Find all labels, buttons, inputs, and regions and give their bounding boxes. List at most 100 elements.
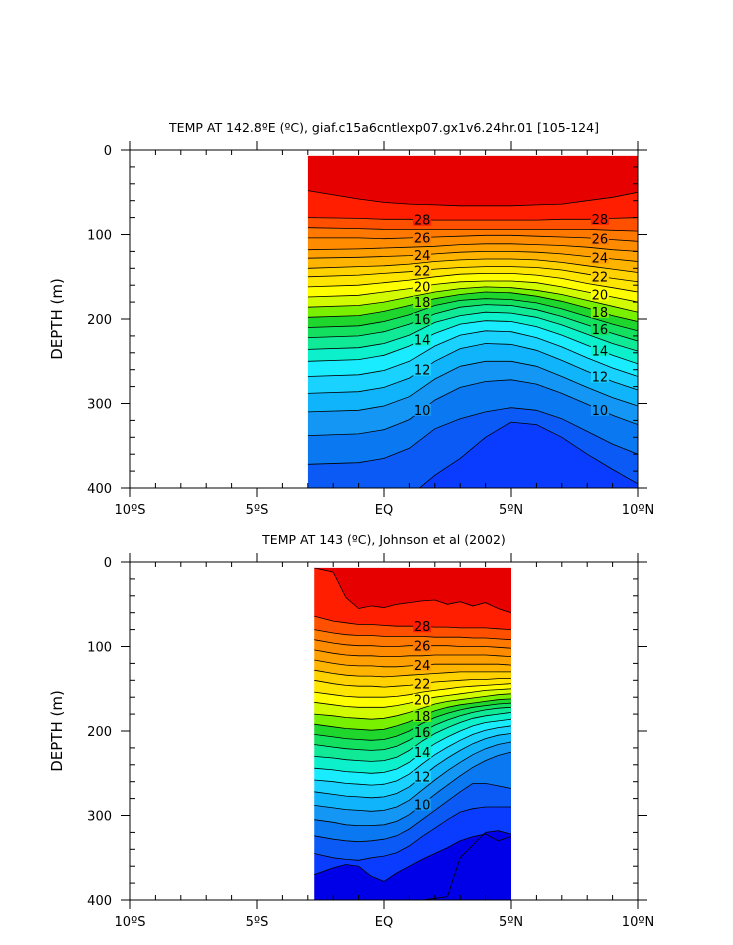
contour-label: 28 bbox=[592, 213, 609, 228]
temp-band-27 bbox=[307, 217, 638, 232]
temp-band-11 bbox=[314, 733, 511, 812]
contour-label-bg bbox=[413, 725, 432, 738]
isotherm-26 bbox=[307, 234, 638, 242]
temp-band-14 bbox=[314, 712, 511, 774]
isotherm-29 bbox=[314, 567, 511, 614]
ticks bbox=[121, 553, 647, 909]
temp-band-18 bbox=[314, 693, 511, 731]
isotherm-13 bbox=[307, 330, 638, 377]
contour-label-bg bbox=[590, 370, 609, 383]
y-axis-label: DEPTH (m) bbox=[48, 690, 66, 772]
isotherm-13 bbox=[314, 725, 511, 786]
contour-label-bg bbox=[590, 232, 609, 245]
contour-label: 14 bbox=[592, 344, 609, 359]
contour-label-bg bbox=[590, 288, 609, 301]
y-tick-label: 300 bbox=[87, 398, 112, 413]
isotherm-11 bbox=[307, 360, 638, 413]
isotherm-19 bbox=[307, 286, 638, 313]
contour-label: 28 bbox=[414, 214, 431, 229]
contour-field bbox=[314, 567, 511, 900]
x-tick-label: 5ºS bbox=[246, 503, 269, 518]
contour-label: 10 bbox=[414, 404, 431, 419]
temp-band-13 bbox=[314, 719, 511, 786]
contour-label: 26 bbox=[592, 233, 609, 248]
temp-band-19 bbox=[314, 688, 511, 720]
contour-label-bg bbox=[590, 403, 609, 416]
y-tick-label: 0 bbox=[104, 556, 112, 571]
x-tick-label: 5ºN bbox=[499, 503, 523, 518]
temp-band-26 bbox=[314, 629, 511, 649]
temp-band-22 bbox=[307, 259, 638, 282]
contour-label-bg bbox=[413, 231, 432, 244]
contour-label: 22 bbox=[592, 270, 609, 285]
temp-band-9 bbox=[314, 752, 511, 842]
temp-band-13 bbox=[307, 320, 638, 377]
contour-label-bg bbox=[413, 639, 432, 652]
contour-label-bg bbox=[413, 677, 432, 690]
isotherm-15 bbox=[307, 311, 638, 352]
temp-band-21 bbox=[314, 678, 511, 698]
isotherm-16 bbox=[307, 304, 638, 342]
temp-band-21 bbox=[307, 266, 638, 292]
y-tick-label: 200 bbox=[87, 725, 112, 740]
isotherm-27 bbox=[307, 227, 638, 232]
x-tick-label: EQ bbox=[375, 915, 393, 930]
contour-label-bg bbox=[590, 344, 609, 357]
temp-band-15 bbox=[307, 304, 638, 352]
temp-band-24 bbox=[314, 649, 511, 667]
temp-band-28 bbox=[314, 567, 511, 630]
isotherm-11 bbox=[314, 741, 511, 812]
isotherm-21 bbox=[314, 683, 511, 698]
temp-band-11 bbox=[307, 343, 638, 412]
isotherm-9 bbox=[314, 783, 511, 843]
x-tick-label: 5ºS bbox=[246, 915, 269, 930]
contour-label: 20 bbox=[414, 280, 431, 295]
contour-label: 20 bbox=[414, 694, 431, 709]
temp-band-10 bbox=[314, 742, 511, 826]
temp-band-17 bbox=[307, 292, 638, 331]
temp-band-10 bbox=[307, 361, 638, 436]
contour-label-bg bbox=[590, 212, 609, 225]
contour-label-bg bbox=[413, 770, 432, 783]
isotherm-27 bbox=[314, 629, 511, 641]
temp-band-28 bbox=[307, 190, 638, 221]
isotherm-22 bbox=[307, 266, 638, 283]
temp-band-5 bbox=[422, 830, 511, 900]
contour-label: 18 bbox=[592, 306, 609, 321]
y-tick-label: 100 bbox=[87, 641, 112, 656]
isotherm-8 bbox=[418, 421, 638, 488]
isotherm-20 bbox=[307, 280, 638, 303]
y-tick-label: 400 bbox=[87, 482, 112, 497]
isotherm-12 bbox=[307, 343, 638, 394]
temp-band-26 bbox=[307, 227, 638, 242]
isotherm-21 bbox=[307, 272, 638, 293]
contour-label-bg bbox=[413, 313, 432, 325]
contour-label-bg bbox=[590, 323, 609, 336]
contour-label: 12 bbox=[414, 364, 431, 379]
temp-band-18 bbox=[307, 286, 638, 322]
contour-label-bg bbox=[413, 248, 432, 261]
temp-band-24 bbox=[307, 243, 638, 262]
temp-band-20 bbox=[307, 273, 638, 303]
temp-band-27 bbox=[314, 616, 511, 640]
isotherm-23 bbox=[307, 258, 638, 273]
contour-label-bg bbox=[413, 693, 432, 706]
contour-label-bg bbox=[590, 305, 609, 318]
contour-label: 18 bbox=[414, 296, 431, 311]
temp-band-6 bbox=[314, 830, 511, 900]
contour-label: 14 bbox=[414, 746, 431, 761]
contour-label-bg bbox=[590, 270, 609, 283]
y-tick-label: 300 bbox=[87, 810, 112, 825]
temp-band-25 bbox=[314, 639, 511, 657]
isotherm-9 bbox=[307, 407, 638, 465]
x-tick-label: EQ bbox=[375, 503, 393, 518]
temp-band-8 bbox=[314, 783, 511, 861]
isotherm-15 bbox=[314, 712, 511, 762]
isotherm-25 bbox=[314, 649, 511, 657]
temp-band-12 bbox=[314, 725, 511, 798]
isotherm-8 bbox=[314, 806, 511, 861]
contour-label: 24 bbox=[414, 249, 431, 264]
